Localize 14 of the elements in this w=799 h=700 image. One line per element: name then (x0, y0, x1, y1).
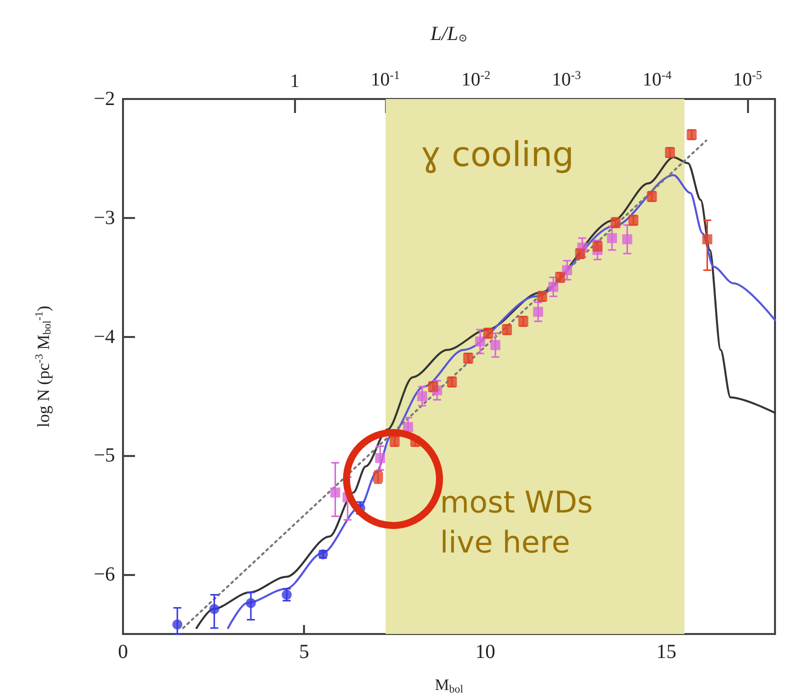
x-tick-label: 15 (656, 641, 676, 663)
y-tick-label: −5 (94, 444, 115, 467)
x-tick-label: 5 (299, 641, 310, 663)
y-tick-label: −3 (94, 206, 115, 229)
x-tick-label: 10 (475, 641, 496, 663)
y-tick-label: −6 (94, 564, 115, 586)
x2-tick-label: 1 (290, 71, 300, 92)
y-axis-title: log N (pc-3 Mbol-1) (34, 306, 54, 428)
x2-axis-title: L/L⊙ (429, 23, 468, 45)
annotation: most WDs live here (440, 486, 602, 560)
y-tick-label: −2 (94, 88, 115, 110)
band-label: ɣ cooling (420, 135, 574, 175)
y-tick-label: −4 (94, 326, 115, 348)
x-tick-label: 0 (118, 641, 128, 663)
